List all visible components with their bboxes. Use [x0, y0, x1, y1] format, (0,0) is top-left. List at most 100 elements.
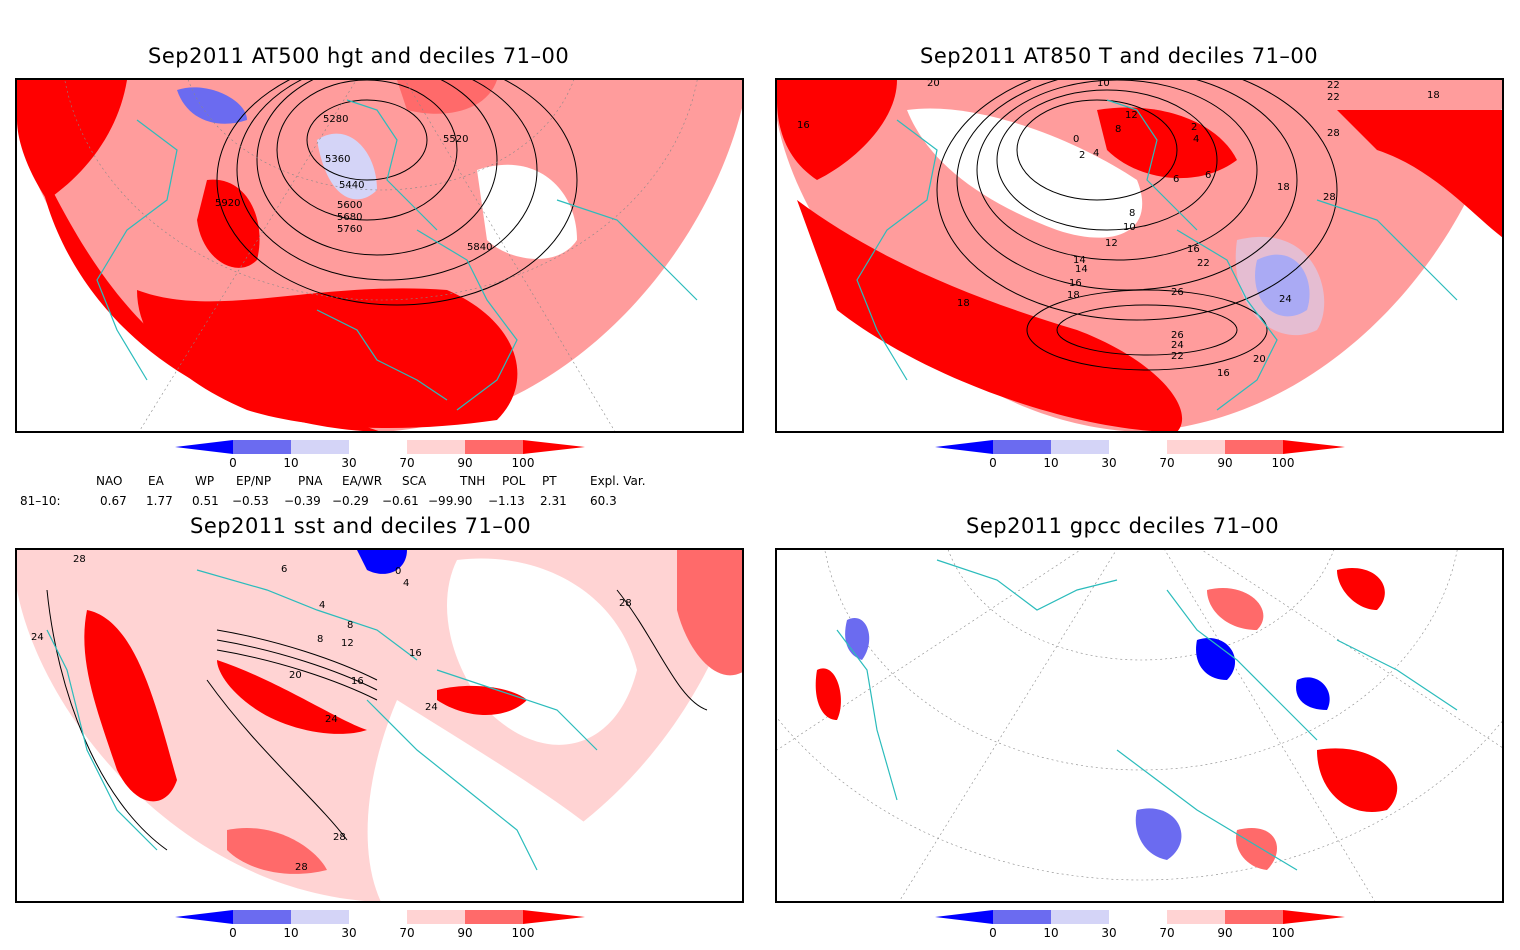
colorbar-tick: 70 [1159, 926, 1175, 940]
contour-label: 6 [1205, 170, 1211, 181]
index-header: Expl. Var. [590, 474, 646, 488]
colorbar-swatch [523, 440, 585, 454]
contour-label: 24 [325, 714, 338, 725]
colorbar-swatch [465, 440, 523, 454]
colorbar-tick: 30 [1101, 926, 1117, 940]
colorbar-swatch [1051, 910, 1109, 924]
colorbar-swatch [1225, 910, 1283, 924]
contour-label: 20 [1253, 354, 1266, 365]
colorbar-swatch [349, 910, 407, 924]
panel-title-sst: Sep2011 sst and deciles 71–00 [190, 514, 532, 538]
panel-title-t850: Sep2011 AT850 T and deciles 71–00 [920, 44, 1319, 68]
contour-label: 14 [1073, 255, 1086, 266]
colorbar-tick: 30 [341, 926, 357, 940]
contour-label: 8 [347, 620, 353, 631]
colorbar-swatches [175, 910, 585, 924]
colorbar-top-left: 0 10 30 70 90 100 [175, 440, 595, 480]
index-header: POL [502, 474, 526, 488]
colorbar-tick: 90 [1217, 926, 1233, 940]
colorbar-tick: 30 [341, 456, 357, 470]
contour-label: 5280 [323, 114, 348, 125]
map-t850: 20 10 12 2 4 6 8 10 12 14 16 18 22 24 26… [775, 78, 1504, 433]
contour-label: 12 [341, 638, 354, 649]
colorbar-swatches [935, 440, 1345, 454]
panel-title-hgt500: Sep2011 AT500 hgt and deciles 71–00 [148, 44, 570, 68]
colorbar-swatch [993, 910, 1051, 924]
contour-label: 10 [1097, 80, 1110, 89]
map-sst-canvas: 28 24 6 4 8 12 16 20 16 24 28 28 28 24 4… [17, 550, 742, 901]
contour-label: 6 [281, 564, 287, 575]
index-header: PNA [298, 474, 323, 488]
contour-label: 4 [319, 600, 325, 611]
map-gpcc-canvas [777, 550, 1502, 901]
contour-label: 16 [797, 120, 810, 131]
colorbar-swatch [407, 440, 465, 454]
contour-label: 16 [351, 676, 364, 687]
index-value: −0.39 [284, 494, 321, 508]
colorbar-swatch [1051, 440, 1109, 454]
colorbar-swatch [1109, 910, 1167, 924]
colorbar-swatch [1283, 910, 1345, 924]
map-hgt500-canvas: 5280 5520 5360 5440 5600 5680 5760 5920 … [17, 80, 742, 431]
contour-label: 4 [1093, 148, 1099, 159]
contour-label: 5360 [325, 154, 350, 165]
contour-label: 28 [619, 598, 632, 609]
contour-label: 22 [1197, 258, 1210, 269]
contour-label: 5440 [339, 180, 364, 191]
index-header: EA/WR [342, 474, 383, 488]
contour-label: 22 [1327, 80, 1340, 91]
contour-label: 18 [1067, 290, 1080, 301]
colorbar-swatch [1283, 440, 1345, 454]
index-value: 60.3 [590, 494, 617, 508]
contour-label: 18 [1277, 182, 1290, 193]
index-value: −0.61 [382, 494, 419, 508]
colorbar-swatch [175, 440, 233, 454]
contour-label: 22 [1327, 92, 1340, 103]
contour-label: 4 [403, 578, 409, 589]
index-value: 0.51 [192, 494, 219, 508]
contour-label: 2 [1191, 122, 1197, 133]
colorbar-tick: 0 [229, 456, 237, 470]
colorbar-swatch [935, 910, 993, 924]
contour-label: 12 [1125, 110, 1138, 121]
contour-label: 24 [1279, 294, 1292, 305]
map-hgt500: 5280 5520 5360 5440 5600 5680 5760 5920 … [15, 78, 744, 433]
colorbar-tick: 70 [1159, 456, 1175, 470]
contour-label: 14 [1075, 264, 1088, 275]
colorbar-swatch [1109, 440, 1167, 454]
index-value: 1.77 [146, 494, 173, 508]
contour-label: 16 [409, 648, 422, 659]
contour-label: 26 [1171, 287, 1184, 298]
colorbar-tick: 100 [1271, 456, 1295, 470]
colorbar-swatch [935, 440, 993, 454]
colorbar-swatch [291, 440, 349, 454]
colorbar-swatch [175, 910, 233, 924]
map-t850-canvas: 20 10 12 2 4 6 8 10 12 14 16 18 22 24 26… [777, 80, 1502, 431]
contour-label: 16 [1217, 368, 1230, 379]
contour-label: 0 [395, 566, 401, 577]
colorbar-swatch [233, 440, 291, 454]
index-header: EP/NP [236, 474, 272, 488]
colorbar-swatch [465, 910, 523, 924]
colorbar-swatch [523, 910, 585, 924]
colorbar-bottom-right: 0 10 30 70 90 100 [935, 910, 1355, 950]
index-value: −1.13 [488, 494, 525, 508]
colorbar-swatch [349, 440, 407, 454]
contour-label: 28 [295, 862, 308, 873]
colorbar-swatch [1225, 440, 1283, 454]
contour-label: 0 [1073, 134, 1079, 145]
index-header: WP [195, 474, 215, 488]
contour-label: 28 [73, 554, 86, 565]
colorbar-swatch [291, 910, 349, 924]
colorbar-swatches [175, 440, 585, 454]
colorbar-tick: 10 [283, 926, 299, 940]
contour-label: 28 [1323, 192, 1336, 203]
index-row-label: 81–10: [20, 494, 61, 508]
colorbar-tick: 70 [399, 456, 415, 470]
colorbar-tick: 100 [511, 926, 535, 940]
index-header: PT [542, 474, 557, 488]
panel-title-gpcc: Sep2011 gpcc deciles 71–00 [966, 514, 1280, 538]
contour-label: 5600 [337, 200, 362, 211]
colorbar-swatch [1167, 440, 1225, 454]
contour-label: 8 [317, 634, 323, 645]
